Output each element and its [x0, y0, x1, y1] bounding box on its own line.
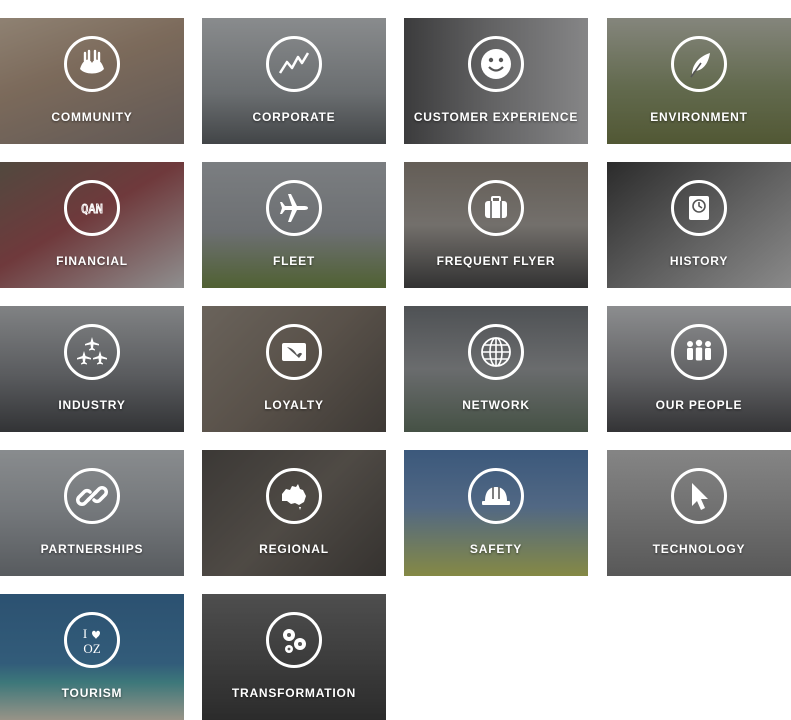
community-hands-icon [64, 36, 120, 92]
smiley-icon [468, 36, 524, 92]
tile-loyalty[interactable]: LOYALTY [202, 306, 386, 432]
tile-technology[interactable]: TECHNOLOGY [607, 450, 791, 576]
tile-partnerships[interactable]: PARTNERSHIPS [0, 450, 184, 576]
tile-label: REGIONAL [259, 542, 329, 556]
i-love-oz-icon: I OZ [64, 612, 120, 668]
tile-financial[interactable]: QAN FINANCIAL [0, 162, 184, 288]
airplane-icon [266, 180, 322, 236]
tile-label: FREQUENT FLYER [436, 254, 556, 268]
three-planes-icon [64, 324, 120, 380]
tile-label: PARTNERSHIPS [40, 542, 144, 556]
svg-text:OZ: OZ [83, 641, 100, 656]
tile-industry[interactable]: INDUSTRY [0, 306, 184, 432]
tile-label: FINANCIAL [56, 254, 128, 268]
tile-label: CORPORATE [252, 110, 336, 124]
tile-label: TRANSFORMATION [231, 686, 357, 700]
leaf-icon [671, 36, 727, 92]
gears-icon [266, 612, 322, 668]
svg-text:I: I [83, 626, 87, 641]
qan-ticker-icon: QAN [64, 180, 120, 236]
tile-label: NETWORK [462, 398, 530, 412]
tile-label: CUSTOMER EXPERIENCE [413, 110, 579, 124]
clock-icon [671, 180, 727, 236]
tile-community[interactable]: COMMUNITY [0, 18, 184, 144]
tile-label: OUR PEOPLE [655, 398, 743, 412]
tile-frequent-flyer[interactable]: FREQUENT FLYER [404, 162, 588, 288]
tile-our-people[interactable]: OUR PEOPLE [607, 306, 791, 432]
tile-label: ENVIRONMENT [650, 110, 748, 124]
tile-safety[interactable]: SAFETY [404, 450, 588, 576]
line-chart-icon [266, 36, 322, 92]
tile-label: HISTORY [669, 254, 729, 268]
tile-customer-experience[interactable]: CUSTOMER EXPERIENCE [404, 18, 588, 144]
tile-history[interactable]: HISTORY [607, 162, 791, 288]
globe-icon [468, 324, 524, 380]
hard-hat-icon [468, 468, 524, 524]
tile-label: INDUSTRY [58, 398, 126, 412]
cursor-arrow-icon [671, 468, 727, 524]
tile-fleet[interactable]: FLEET [202, 162, 386, 288]
tile-transformation[interactable]: TRANSFORMATION [202, 594, 386, 720]
tile-network[interactable]: NETWORK [404, 306, 588, 432]
tile-corporate[interactable]: CORPORATE [202, 18, 386, 144]
tile-label: COMMUNITY [51, 110, 133, 124]
suitcase-icon [468, 180, 524, 236]
tile-label: TECHNOLOGY [652, 542, 746, 556]
tile-tourism[interactable]: I OZ TOURISM [0, 594, 184, 720]
tile-regional[interactable]: REGIONAL [202, 450, 386, 576]
tile-environment[interactable]: ENVIRONMENT [607, 18, 791, 144]
chain-link-icon [64, 468, 120, 524]
tile-label: SAFETY [469, 542, 523, 556]
tile-label: TOURISM [61, 686, 123, 700]
australia-map-icon [266, 468, 322, 524]
kangaroo-card-icon [266, 324, 322, 380]
people-group-icon [671, 324, 727, 380]
svg-text:QAN: QAN [81, 202, 103, 216]
tile-label: FLEET [273, 254, 315, 268]
tile-label: LOYALTY [264, 398, 324, 412]
